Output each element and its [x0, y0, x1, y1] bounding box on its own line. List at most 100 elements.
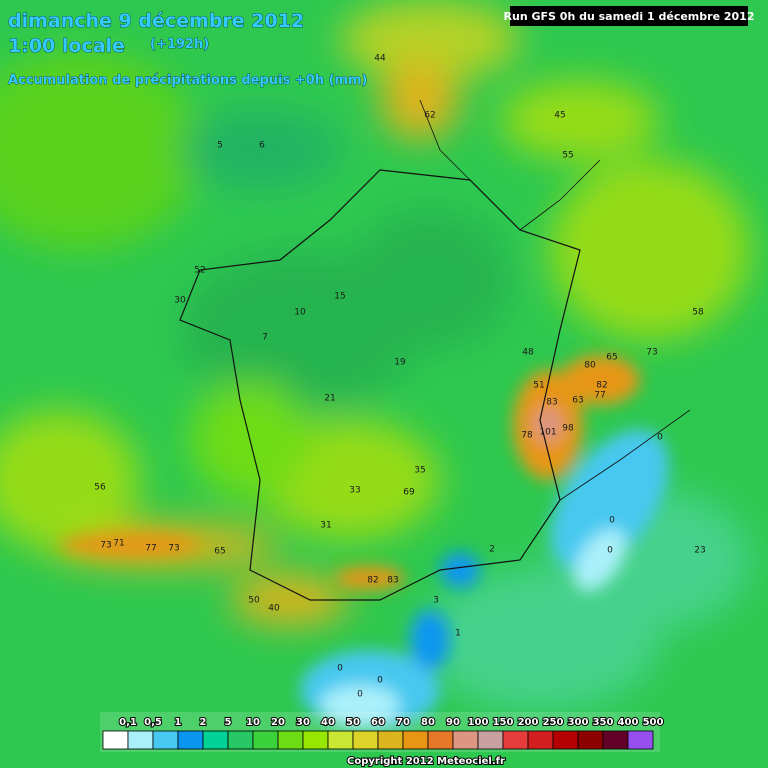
map-value: 83 — [546, 398, 557, 408]
legend-swatch — [552, 730, 579, 750]
legend-swatch — [527, 730, 554, 750]
map-value: 50 — [248, 596, 260, 606]
legend-swatch — [152, 730, 179, 750]
legend-swatch — [177, 730, 204, 750]
legend-swatch — [402, 730, 429, 750]
map-value: 30 — [174, 296, 186, 306]
map-value: 0 — [357, 690, 363, 700]
map-value: 55 — [562, 151, 573, 161]
legend-label: 30 — [296, 717, 310, 728]
map-value: 0 — [607, 546, 613, 556]
map-value: 69 — [403, 488, 415, 498]
map-value: 71 — [113, 539, 124, 549]
map-value: 2 — [489, 545, 495, 555]
subtitle: Accumulation de précipitations depuis +0… — [8, 73, 367, 88]
legend-label: 40 — [321, 717, 335, 728]
map-value: 78 — [521, 431, 533, 441]
map-value: 62 — [424, 111, 435, 121]
legend-label: 5 — [225, 717, 232, 728]
legend-label: 20 — [271, 717, 285, 728]
legend-label: 50 — [346, 717, 360, 728]
date: dimanche 9 décembre 2012 — [8, 10, 304, 32]
legend-label: 500 — [643, 717, 664, 728]
legend-label: 150 — [493, 717, 514, 728]
map-value: 7 — [262, 333, 268, 343]
run-box — [510, 6, 748, 26]
legend-swatch — [102, 730, 129, 750]
lead-time: (+192h) — [150, 37, 209, 52]
map-value: 21 — [324, 394, 335, 404]
map-value: 33 — [349, 486, 360, 496]
copyright: Copyright 2012 Meteociel.fr — [347, 756, 505, 767]
map-value: 23 — [694, 546, 705, 556]
map-value: 5 — [217, 141, 223, 151]
legend-swatch — [277, 730, 304, 750]
run-text: Run GFS 0h du samedi 1 décembre 2012 — [504, 10, 755, 23]
legend-swatch — [327, 730, 354, 750]
legend-label: 0,5 — [144, 717, 162, 728]
legend-swatch — [202, 730, 229, 750]
legend-label: 60 — [371, 717, 385, 728]
map-value: 73 — [646, 348, 657, 358]
legend-swatch — [127, 730, 154, 750]
legend-label: 1 — [175, 717, 182, 728]
map-value: 45 — [554, 111, 565, 121]
legend-label: 300 — [568, 717, 589, 728]
legend-swatch — [227, 730, 254, 750]
map-value: 31 — [320, 521, 331, 531]
map-value: 82 — [596, 381, 607, 391]
map-value: 80 — [584, 361, 596, 371]
map-value: 0 — [377, 676, 383, 686]
legend-swatch — [377, 730, 404, 750]
map-value: 10 — [294, 308, 306, 318]
map-value: 98 — [562, 424, 574, 434]
map-value: 56 — [94, 483, 106, 493]
map-value: 52 — [194, 266, 205, 276]
map-value: 3 — [433, 596, 439, 606]
map-value: 73 — [168, 544, 179, 554]
map-value: 65 — [606, 353, 617, 363]
map-value: 73 — [100, 541, 111, 551]
legend-swatch — [427, 730, 454, 750]
map-value: 58 — [692, 308, 704, 318]
legend-swatch — [252, 730, 279, 750]
legend-swatch — [602, 730, 629, 750]
legend-swatch — [627, 730, 654, 750]
map-value: 44 — [374, 54, 386, 64]
map-value: 19 — [394, 358, 406, 368]
legend-label: 90 — [446, 717, 460, 728]
legend: 0,1 0,5 1 2 5 10 20 30 40 50 60 70 80 90 100 150 200 250 3… — [100, 712, 664, 752]
map-value: 35 — [414, 466, 425, 476]
legend-label: 400 — [618, 717, 639, 728]
map-value: 0 — [657, 433, 663, 443]
map-value: 83 — [387, 576, 398, 586]
map-value: 48 — [522, 348, 534, 358]
legend-swatch — [502, 730, 529, 750]
legend-label: 70 — [396, 717, 410, 728]
legend-label: 10 — [246, 717, 260, 728]
legend-label: 0,1 — [119, 717, 137, 728]
time: 1:00 locale — [8, 35, 125, 57]
map-value: 77 — [594, 391, 605, 401]
map-value: 101 — [539, 428, 556, 438]
map-value: 63 — [572, 396, 583, 406]
legend-label: 200 — [518, 717, 539, 728]
legend-label: 350 — [593, 717, 614, 728]
map-value: 0 — [609, 516, 615, 526]
map-value: 15 — [334, 292, 345, 302]
legend-label: 2 — [200, 717, 207, 728]
legend-swatch — [577, 730, 604, 750]
legend-label: 100 — [468, 717, 489, 728]
map-value: 1 — [455, 629, 461, 639]
map-value: 82 — [367, 576, 378, 586]
legend-swatch — [477, 730, 504, 750]
legend-swatch — [352, 730, 379, 750]
map-value: 65 — [214, 547, 225, 557]
map-value: 40 — [268, 604, 280, 614]
map-value: 6 — [259, 141, 265, 151]
map-value: 0 — [337, 664, 343, 674]
map-value: 51 — [533, 381, 544, 391]
legend-label: 80 — [421, 717, 435, 728]
